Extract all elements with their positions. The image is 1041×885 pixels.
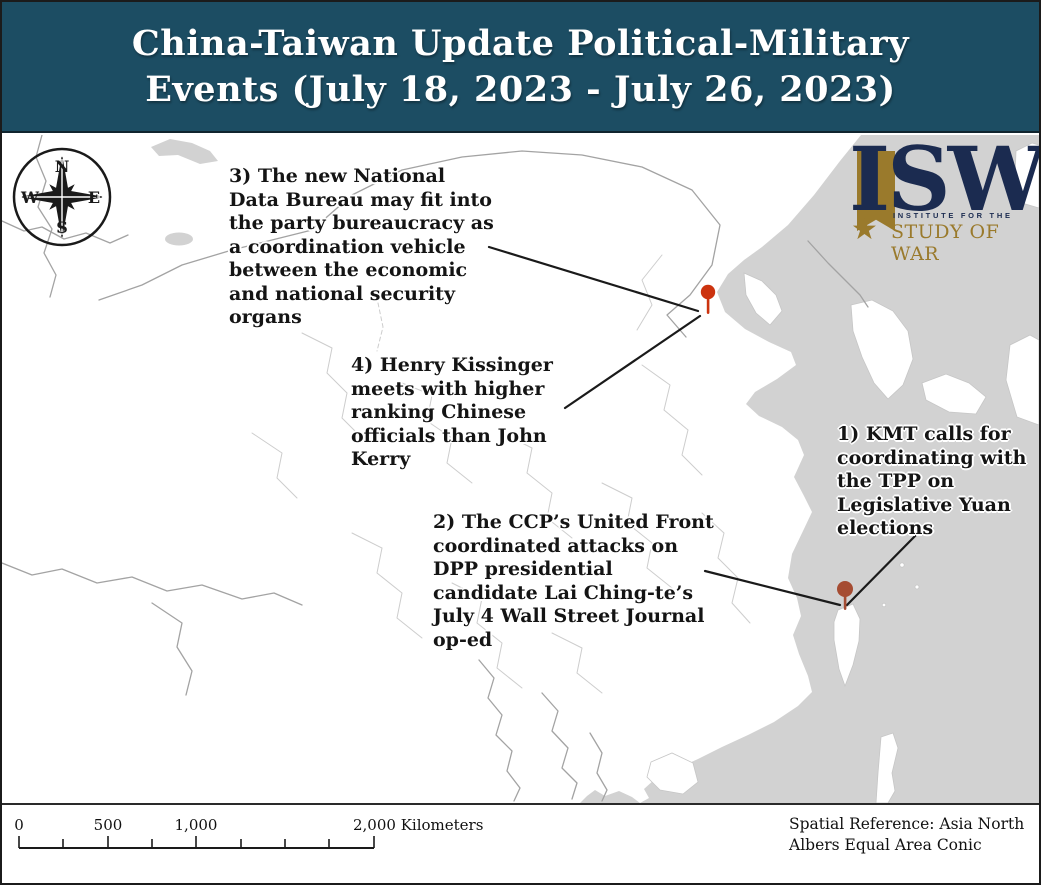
annotation-event-3: 3) The new National Data Bureau may fit …: [229, 165, 494, 328]
small-island: [914, 584, 920, 590]
small-island: [899, 562, 905, 568]
japan-island: [1005, 334, 1039, 426]
lakes: [151, 139, 218, 246]
korea-peninsula: [850, 299, 914, 400]
japan-island: [921, 373, 987, 415]
leader-lines: [487, 245, 920, 607]
luzon-island: [875, 732, 899, 803]
leader-line-event-3: [487, 245, 700, 313]
isw-logo-institute-line: INSTITUTE FOR THE: [893, 211, 1013, 220]
scale-bar: 0 500 1,000 2,000 Kilometers: [14, 816, 483, 849]
lake-issyk-kul: [165, 232, 193, 246]
taiwan-island: [833, 603, 861, 688]
province-borders: [251, 254, 751, 694]
spatial-reference: Spatial Reference: Asia North Albers Equ…: [789, 814, 1024, 856]
lake-balkhash: [151, 139, 218, 164]
spatial-reference-line-2: Albers Equal Area Conic: [789, 836, 982, 854]
pin-beijing: [700, 284, 716, 314]
isw-logo: ISW ★ INSTITUTE FOR THE STUDY OF WAR: [845, 129, 1039, 265]
leader-line-event-2: [703, 569, 842, 607]
isw-logo-ribbon: [857, 151, 895, 231]
title-banner: China-Taiwan Update Political-Military E…: [2, 2, 1039, 133]
annotation-event-2: 2) The CCP’s United Front coordinated at…: [433, 511, 714, 651]
sakhalin-island: [1014, 142, 1039, 209]
title-line-1: China-Taiwan Update Political-Military: [131, 22, 910, 64]
leader-line-event-1: [845, 531, 920, 607]
annotation-event-4: 4) Henry Kissinger meets with higher ran…: [351, 354, 553, 470]
map-canvas: N E S W ISW ★ INSTITUTE FOR THE STUDY OF…: [2, 129, 1039, 803]
hainan-island: [646, 752, 699, 795]
spatial-reference-line-1: Spatial Reference: Asia North: [789, 815, 1025, 833]
compass-label-s: S: [56, 218, 68, 237]
scale-label-500: 500: [94, 816, 123, 834]
isw-logo-studyofwar-line: STUDY OF WAR: [891, 221, 1000, 265]
pin-taiwan: [837, 581, 853, 610]
small-island: [881, 602, 887, 608]
scale-label-2000: 2,000 Kilometers: [353, 816, 483, 834]
compass-label-e: E: [88, 188, 100, 207]
islands: [646, 142, 1039, 803]
country-borders: [2, 135, 869, 802]
isw-logo-acronym: ISW: [849, 127, 1041, 231]
isw-logo-star-icon: ★: [851, 212, 878, 247]
leader-line-event-4: [563, 314, 702, 410]
title-line-2: Events (July 18, 2023 - July 26, 2023): [145, 68, 896, 110]
sea-polygon: [580, 135, 1039, 803]
compass-label-n: N: [55, 157, 70, 176]
annotation-event-1: 1) KMT calls for coordinating with the T…: [837, 423, 1027, 539]
map-footer: 0 500 1,000 2,000 Kilometers Spatial Ref…: [2, 803, 1039, 883]
scale-label-1000: 1,000: [175, 816, 218, 834]
liaodong-peninsula: [743, 272, 783, 326]
compass-rose: N E S W: [12, 147, 112, 247]
compass-label-w: W: [20, 188, 40, 207]
scale-label-0: 0: [14, 816, 24, 834]
basemap: N E S W: [2, 135, 1039, 803]
